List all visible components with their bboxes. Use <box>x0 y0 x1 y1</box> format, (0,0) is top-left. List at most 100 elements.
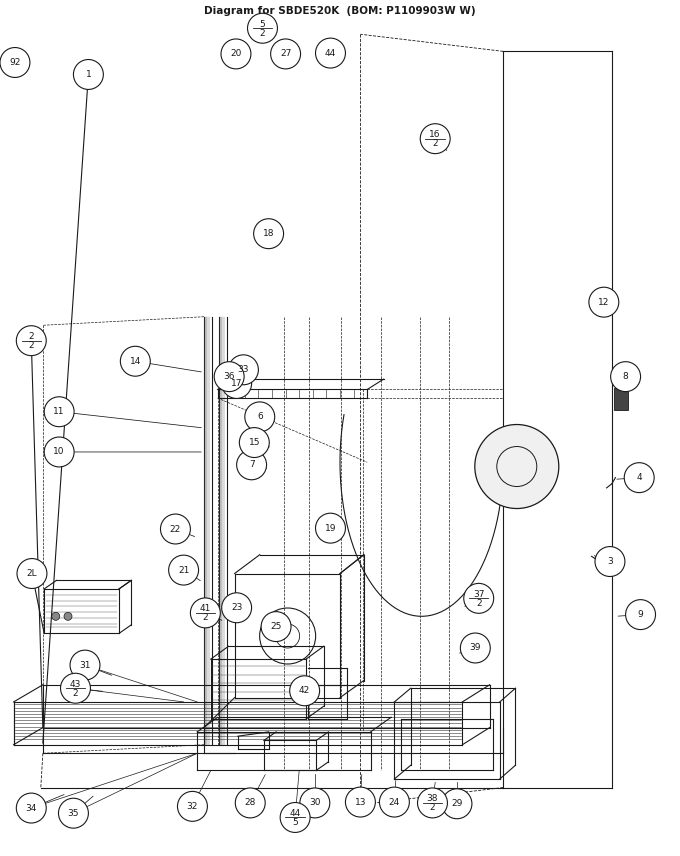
Text: 11: 11 <box>54 407 65 416</box>
Text: 4: 4 <box>636 473 642 482</box>
Text: 13: 13 <box>355 798 366 806</box>
Circle shape <box>237 450 267 479</box>
Text: 22: 22 <box>170 525 181 533</box>
Circle shape <box>316 39 345 68</box>
Circle shape <box>235 788 265 817</box>
Text: 2: 2 <box>430 803 435 812</box>
Text: 2: 2 <box>476 598 481 608</box>
Text: 37: 37 <box>473 590 484 598</box>
Text: 34: 34 <box>26 804 37 812</box>
Text: 29: 29 <box>452 800 462 808</box>
Circle shape <box>345 788 375 817</box>
Text: 28: 28 <box>245 799 256 807</box>
Text: 15: 15 <box>249 438 260 447</box>
Circle shape <box>61 674 90 703</box>
Circle shape <box>248 14 277 43</box>
Circle shape <box>16 326 46 355</box>
Text: 2: 2 <box>432 139 438 148</box>
Text: 92: 92 <box>10 58 20 67</box>
Circle shape <box>222 593 252 622</box>
Circle shape <box>300 788 330 817</box>
Text: 12: 12 <box>598 298 609 306</box>
Text: 38: 38 <box>427 794 438 803</box>
Circle shape <box>70 651 100 680</box>
Circle shape <box>44 397 74 426</box>
Circle shape <box>44 437 74 467</box>
Text: 2: 2 <box>29 332 34 341</box>
Circle shape <box>418 788 447 817</box>
Circle shape <box>17 559 47 588</box>
Circle shape <box>624 463 654 492</box>
Circle shape <box>228 355 258 384</box>
Text: 10: 10 <box>54 448 65 456</box>
Bar <box>614 388 628 410</box>
Text: 31: 31 <box>80 661 90 669</box>
Text: 23: 23 <box>231 603 242 612</box>
Circle shape <box>290 676 320 705</box>
Text: 5: 5 <box>292 817 298 827</box>
Text: 8: 8 <box>623 372 628 381</box>
Circle shape <box>626 600 656 629</box>
Circle shape <box>160 514 190 544</box>
Circle shape <box>58 799 88 828</box>
Text: 25: 25 <box>271 622 282 631</box>
Text: Diagram for SBDE520K  (BOM: P1109903W W): Diagram for SBDE520K (BOM: P1109903W W) <box>204 6 476 16</box>
Circle shape <box>52 612 60 621</box>
Circle shape <box>120 347 150 376</box>
Circle shape <box>254 219 284 248</box>
Circle shape <box>460 633 490 663</box>
Circle shape <box>73 60 103 89</box>
Text: 24: 24 <box>389 798 400 806</box>
Text: 14: 14 <box>130 357 141 366</box>
Text: 30: 30 <box>309 799 320 807</box>
Circle shape <box>190 598 220 627</box>
Circle shape <box>16 794 46 823</box>
Text: 42: 42 <box>299 687 310 695</box>
Text: 20: 20 <box>231 50 241 58</box>
Text: 44: 44 <box>325 49 336 57</box>
Text: 2: 2 <box>73 688 78 698</box>
Text: 16: 16 <box>430 130 441 139</box>
Circle shape <box>214 362 244 391</box>
Circle shape <box>245 402 275 431</box>
Text: 2L: 2L <box>27 569 37 578</box>
Circle shape <box>316 514 345 543</box>
Circle shape <box>64 612 72 621</box>
Text: 2: 2 <box>29 341 34 350</box>
Text: 2: 2 <box>260 28 265 38</box>
Circle shape <box>169 556 199 585</box>
Circle shape <box>442 789 472 818</box>
Text: 39: 39 <box>470 644 481 652</box>
Text: 32: 32 <box>187 802 198 811</box>
Circle shape <box>271 39 301 68</box>
Circle shape <box>177 792 207 821</box>
Circle shape <box>261 612 291 641</box>
Text: 33: 33 <box>238 366 249 374</box>
Circle shape <box>420 124 450 153</box>
Text: 19: 19 <box>325 524 336 532</box>
Circle shape <box>589 288 619 317</box>
Circle shape <box>475 425 559 508</box>
Text: 18: 18 <box>263 229 274 238</box>
Circle shape <box>222 369 252 398</box>
Text: 43: 43 <box>70 680 81 688</box>
Text: 2: 2 <box>203 613 208 622</box>
Circle shape <box>0 48 30 77</box>
Circle shape <box>595 547 625 576</box>
Text: 3: 3 <box>607 557 613 566</box>
Text: 36: 36 <box>224 372 235 381</box>
Text: 7: 7 <box>249 461 254 469</box>
Circle shape <box>611 362 641 391</box>
Text: 44: 44 <box>290 809 301 817</box>
Circle shape <box>464 584 494 613</box>
Circle shape <box>239 428 269 457</box>
Text: 9: 9 <box>638 610 643 619</box>
Text: 27: 27 <box>280 50 291 58</box>
Text: 5: 5 <box>260 20 265 28</box>
Text: 17: 17 <box>231 379 242 388</box>
Circle shape <box>280 803 310 832</box>
Circle shape <box>379 788 409 817</box>
Text: 1: 1 <box>86 70 91 79</box>
Text: 35: 35 <box>68 809 79 817</box>
Text: 21: 21 <box>178 566 189 574</box>
